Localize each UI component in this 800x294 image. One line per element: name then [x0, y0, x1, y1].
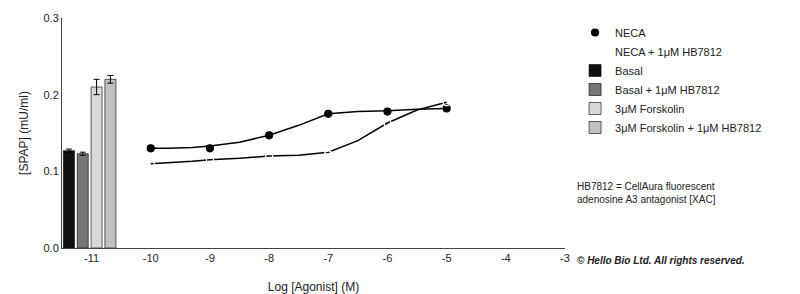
svg-text:-7: -7 [323, 252, 333, 264]
svg-text:-6: -6 [383, 252, 393, 264]
svg-text:0.1: 0.1 [44, 165, 59, 177]
svg-text:Log [Agonist] (M): Log [Agonist] (M) [268, 280, 359, 294]
svg-text:-4: -4 [501, 252, 511, 264]
svg-text:0.0: 0.0 [44, 242, 59, 254]
svg-text:© Hello Bio Ltd. All rights re: © Hello Bio Ltd. All rights reserved. [577, 255, 745, 266]
svg-text:NECA + 1μM HB7812: NECA + 1μM HB7812 [615, 46, 722, 58]
svg-text:-8: -8 [264, 252, 274, 264]
svg-text:Basal + 1μM HB7812: Basal + 1μM HB7812 [615, 84, 719, 96]
svg-text:-9: -9 [205, 252, 215, 264]
svg-text:-5: -5 [442, 252, 452, 264]
svg-text:0.2: 0.2 [44, 89, 59, 101]
svg-text:HB7812 = CellAura fluorescenta: HB7812 = CellAura fluorescentadenosine A… [577, 181, 716, 205]
svg-text:-3: -3 [560, 252, 570, 264]
svg-text:-10: -10 [143, 252, 159, 264]
svg-text:-11: -11 [84, 252, 99, 264]
svg-text:0.3: 0.3 [44, 12, 59, 24]
svg-text:3μM Forskolin: 3μM Forskolin [615, 103, 684, 115]
svg-text:NECA: NECA [615, 27, 646, 39]
svg-text:3μM Forskolin + 1μM HB7812: 3μM Forskolin + 1μM HB7812 [615, 122, 761, 134]
svg-text:Basal: Basal [615, 65, 643, 77]
svg-text:[SPAP] (mU/ml): [SPAP] (mU/ml) [17, 91, 31, 175]
